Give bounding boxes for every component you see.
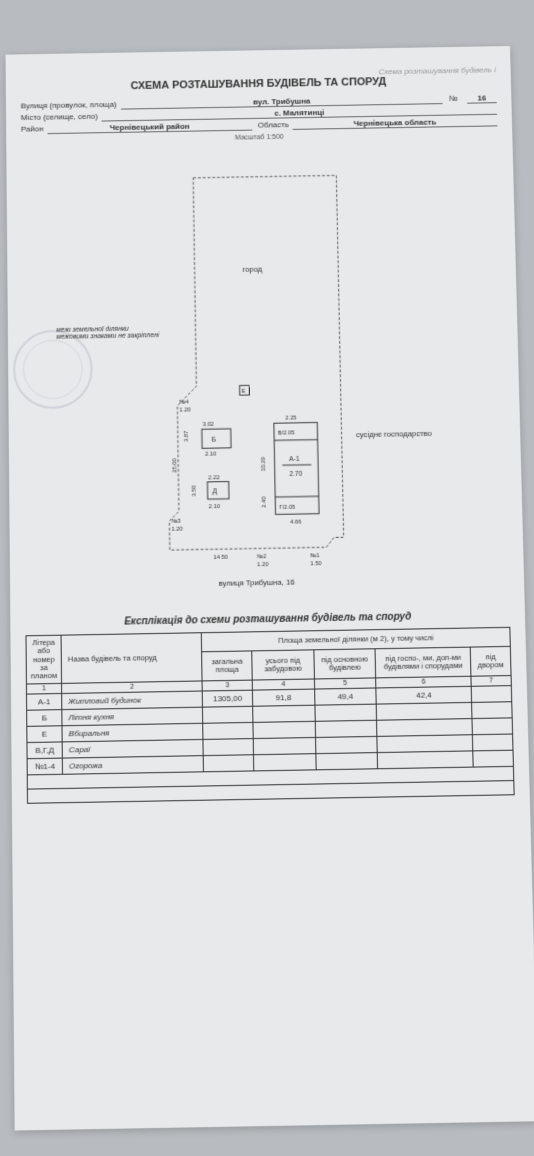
num-label: № <box>449 94 462 103</box>
street-label: Вулиця (провулок, площа) <box>21 100 121 110</box>
svg-text:4.66: 4.66 <box>290 520 301 526</box>
explication-title: Експлікація до схеми розташування будіве… <box>25 610 510 629</box>
region-value: Чернівецька область <box>293 117 498 130</box>
svg-text:Д: Д <box>212 488 217 495</box>
th-c7: під двором <box>470 646 511 676</box>
neighbor-label: сусіднє господарство <box>356 430 443 440</box>
svg-text:25.00: 25.00 <box>172 458 178 473</box>
site-plan-diagram: город межі земельної ділянки межовими зн… <box>21 147 509 609</box>
th-c3: загальна площа <box>202 651 253 681</box>
th-name: Назва будівель та споруд <box>61 633 202 684</box>
th-c5: під основною будівлею <box>313 649 376 680</box>
svg-text:Б: Б <box>212 436 217 443</box>
explication-table: Літера або номер за планом Назва будівел… <box>25 627 513 776</box>
svg-text:А-1: А-1 <box>289 456 300 463</box>
svg-text:10.29: 10.29 <box>261 457 267 472</box>
document-page: Схема розташування будівель і СХЕМА РОЗТ… <box>6 46 534 1131</box>
svg-text:№1: №1 <box>310 553 320 559</box>
svg-text:1.20: 1.20 <box>179 407 190 413</box>
svg-text:14.50: 14.50 <box>213 555 228 561</box>
town-label: Місто (селище, село) <box>21 112 102 122</box>
num-value: 16 <box>467 93 497 103</box>
svg-text:Г/2.05: Г/2.05 <box>279 504 295 510</box>
street-caption: вулиця Трибушна, 16 <box>219 577 295 587</box>
th-id: Літера або номер за планом <box>26 635 62 684</box>
svg-text:№3: №3 <box>171 519 181 525</box>
svg-text:№2: №2 <box>257 554 267 560</box>
svg-text:2.10: 2.10 <box>209 504 220 510</box>
svg-text:В/2.05: В/2.05 <box>278 430 295 436</box>
svg-text:1.20: 1.20 <box>257 562 268 568</box>
svg-text:2.70: 2.70 <box>289 470 303 477</box>
svg-text:1.20: 1.20 <box>171 526 182 532</box>
svg-text:3.87: 3.87 <box>183 431 189 442</box>
svg-text:Е: Е <box>242 389 246 395</box>
region-label: Область <box>258 120 293 129</box>
svg-text:3.02: 3.02 <box>203 422 214 428</box>
th-c6: під госпо-, ми, доп-ми будівлями і спору… <box>375 647 471 678</box>
th-c4: усього під забудовою <box>252 650 314 680</box>
svg-text:1.50: 1.50 <box>310 561 321 567</box>
svg-text:2.22: 2.22 <box>208 475 219 481</box>
svg-text:2.40: 2.40 <box>262 497 268 508</box>
svg-text:№4: №4 <box>179 400 189 406</box>
svg-text:3.50: 3.50 <box>192 485 198 496</box>
svg-text:2.25: 2.25 <box>285 416 296 422</box>
district-value: Чернівецький район <box>47 121 252 134</box>
district-label: Район <box>21 124 48 133</box>
garden-label: город <box>242 264 262 273</box>
svg-text:2.10: 2.10 <box>205 452 216 458</box>
